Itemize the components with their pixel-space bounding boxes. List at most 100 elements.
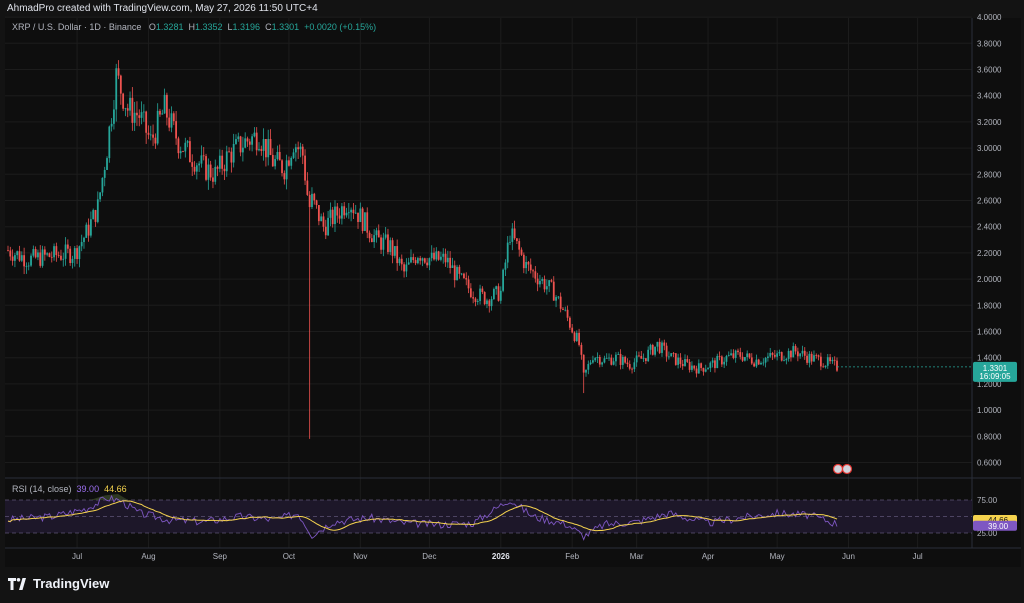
rsi-label[interactable]: RSI (14, close)	[12, 484, 72, 494]
candle-body	[198, 163, 201, 166]
rsi-line	[7, 494, 838, 541]
candle-body	[186, 141, 189, 143]
candle-body	[124, 108, 127, 110]
candle-body	[110, 123, 113, 127]
candle-body	[714, 360, 716, 369]
candle-body	[626, 362, 629, 365]
candle-body	[140, 112, 143, 118]
candle-body	[437, 251, 440, 260]
candle-body	[225, 151, 228, 172]
candle-body	[674, 353, 677, 365]
candle-body	[407, 262, 410, 265]
candle-body	[78, 246, 81, 260]
candle-body	[391, 240, 394, 256]
change-value: +0.0020 (+0.15%)	[304, 22, 377, 32]
candle-body	[373, 235, 376, 243]
candle-body	[354, 212, 357, 214]
tradingview-brand[interactable]: TradingView	[8, 576, 109, 591]
chart-panel[interactable]	[5, 18, 1021, 567]
candle-body	[566, 309, 569, 318]
event-flag-icon	[832, 463, 844, 475]
candle-body	[506, 242, 509, 263]
candle-body	[16, 251, 19, 256]
price-tick-label: 2.2000	[977, 249, 1002, 258]
candle-body	[304, 155, 306, 181]
candle-body	[564, 309, 567, 311]
candle-body	[343, 206, 346, 216]
candle-body	[106, 158, 108, 170]
candle-body	[347, 212, 350, 214]
candle-body	[322, 216, 325, 227]
rsi-value: 39.00	[76, 484, 100, 494]
candle-body	[317, 205, 320, 222]
candle-body	[329, 209, 332, 218]
candle-body	[172, 113, 175, 122]
candle-body	[281, 160, 283, 174]
candle-body	[813, 355, 815, 362]
candle-body	[474, 298, 477, 302]
candle-body	[481, 288, 484, 293]
candle-body	[819, 356, 822, 367]
candle-body	[732, 353, 735, 358]
candle-body	[117, 68, 120, 76]
candle-body	[290, 157, 293, 166]
candle-body	[787, 350, 790, 359]
candle-body	[656, 341, 659, 347]
candle-body	[557, 296, 560, 298]
candle-body	[667, 356, 670, 358]
candle-body	[578, 332, 580, 345]
candle-body	[509, 241, 511, 243]
candle-body	[30, 255, 32, 266]
symbol-legend[interactable]: XRP / U.S. Dollar · 1D · Binance O1.3281…	[12, 22, 376, 32]
candle-body	[57, 255, 60, 256]
candle-body	[451, 265, 454, 268]
candle-body	[773, 354, 776, 357]
price-tick-label: 1.0000	[977, 406, 1002, 415]
candle-body	[704, 369, 707, 372]
candle-body	[299, 146, 302, 150]
candle-body	[209, 164, 212, 178]
candle-body	[806, 355, 808, 363]
candle-body	[288, 160, 290, 166]
price-tick-label: 3.0000	[977, 144, 1002, 153]
candle-body	[306, 180, 309, 195]
candle-body	[743, 357, 746, 361]
footer-bar	[0, 567, 1024, 603]
candle-body	[235, 139, 237, 144]
time-axis-label: Mar	[630, 552, 644, 561]
candle-body	[697, 363, 700, 374]
candle-body	[568, 317, 571, 328]
candle-body	[384, 234, 387, 238]
candle-body	[377, 230, 380, 238]
candle-body	[456, 266, 458, 281]
candle-body	[453, 265, 456, 281]
open-label: O	[148, 22, 156, 32]
close-value: 1.3301	[271, 22, 300, 32]
candle-body	[212, 177, 214, 182]
candle-body	[115, 68, 118, 110]
candle-body	[520, 249, 523, 255]
symbol-name[interactable]: XRP / U.S. Dollar · 1D · Binance	[12, 22, 142, 32]
candle-body	[831, 359, 834, 362]
time-axis-label: Oct	[283, 552, 296, 561]
candle-body	[596, 357, 599, 359]
candle-body	[783, 360, 785, 362]
candle-body	[119, 75, 122, 94]
candle-body	[700, 363, 703, 368]
candle-body	[442, 253, 445, 257]
candle-body	[504, 262, 507, 270]
candle-body	[649, 344, 652, 350]
candle-body	[776, 353, 779, 357]
candle-body	[488, 300, 491, 307]
candle-body	[71, 258, 74, 264]
tradingview-logo-icon	[8, 577, 28, 590]
candle-body	[762, 362, 765, 364]
candle-body	[513, 228, 516, 239]
rsi-legend[interactable]: RSI (14, close) 39.00 44.66	[12, 484, 127, 494]
candle-body	[258, 149, 260, 151]
candle-body	[37, 252, 39, 258]
candle-body	[99, 192, 102, 200]
price-tick-label: 1.2000	[977, 380, 1002, 389]
candle-body	[69, 248, 72, 264]
